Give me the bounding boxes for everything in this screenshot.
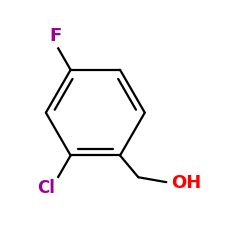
Text: OH: OH: [171, 174, 201, 192]
Text: F: F: [49, 27, 62, 45]
Text: Cl: Cl: [37, 179, 54, 197]
